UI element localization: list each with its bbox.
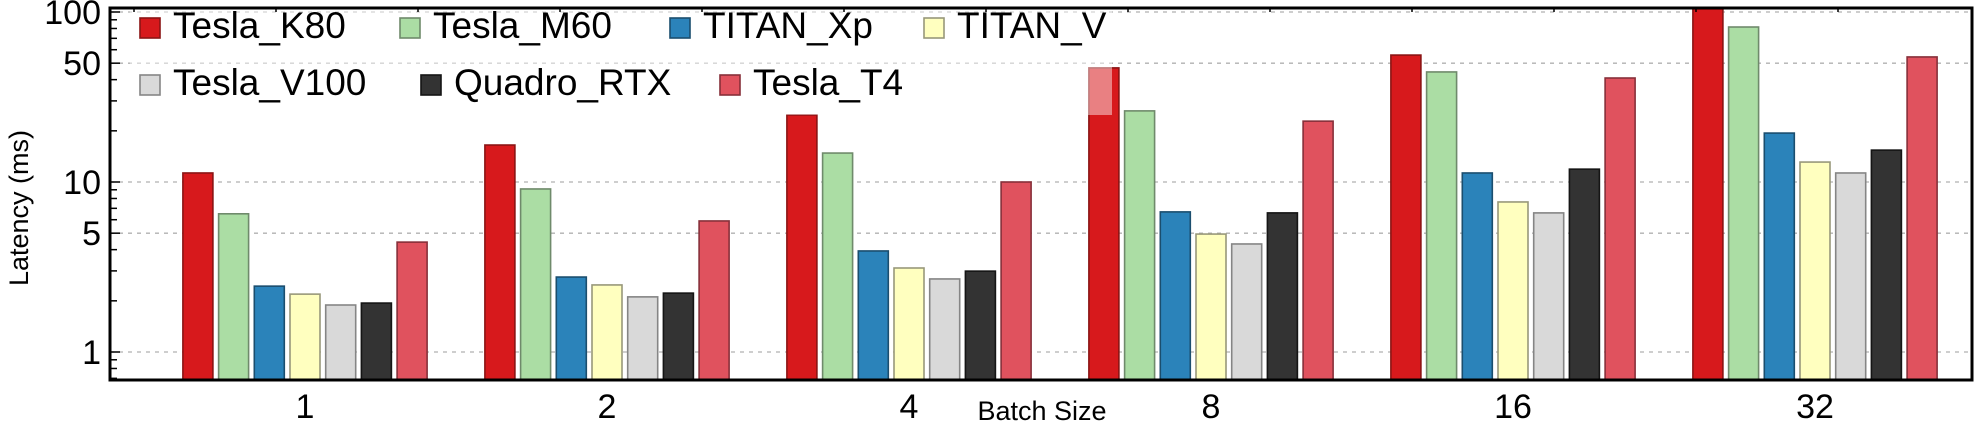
y-axis-label: Latency (ms) — [4, 130, 34, 286]
bar-tesla_t4-batch-32 — [1906, 56, 1938, 381]
bar-titan_xp-batch-32 — [1763, 132, 1796, 381]
bar-tesla_k80-batch-4 — [786, 114, 818, 381]
legend: Tesla_K80 Tesla_M60 TITAN_Xp TITAN_V Tesla_V… — [139, 5, 1107, 103]
bar-quadro_rtx-batch-32 — [1870, 149, 1903, 381]
bar-tesla_m60-batch-32 — [1727, 26, 1760, 381]
bar-tesla_m60-batch-4 — [821, 152, 854, 381]
bar-tesla_k80-batch-16 — [1390, 54, 1422, 381]
y-tick-label: 1 — [82, 334, 101, 372]
bar-quadro_rtx-batch-2 — [662, 292, 695, 381]
bar-titan_v-batch-4 — [893, 267, 925, 381]
x-axis-label: Batch Size — [977, 396, 1106, 426]
legend-item-titan_v: TITAN_V — [923, 5, 1107, 46]
bar-quadro_rtx-batch-8 — [1266, 212, 1299, 381]
bar-tesla_m60-batch-8 — [1123, 110, 1156, 381]
bar-tesla_m60-batch-1 — [217, 213, 250, 381]
y-tick-label: 100 — [44, 0, 101, 32]
bar-tesla_v100-batch-2 — [626, 296, 659, 381]
bar-tesla_t4-batch-4 — [1000, 181, 1032, 381]
axes — [108, 6, 1974, 382]
bar-tesla_t4-batch-16 — [1604, 77, 1636, 381]
legend-swatch — [420, 74, 442, 96]
x-tick-label: 1 — [296, 388, 315, 426]
x-tick-label: 8 — [1202, 388, 1221, 426]
bar-titan_xp-batch-8 — [1159, 211, 1192, 381]
legend-label: TITAN_Xp — [703, 5, 873, 46]
bar-tesla_k80-batch-1 — [182, 172, 214, 381]
bar-titan_v-batch-2 — [591, 284, 623, 381]
bars — [182, 7, 1938, 381]
bar-titan_xp-batch-4 — [857, 250, 890, 381]
y-tick-label: 50 — [63, 45, 101, 83]
bar-tesla_v100-batch-4 — [928, 278, 961, 381]
legend-item-tesla_m60: Tesla_M60 — [399, 5, 612, 46]
legend-swatch — [139, 74, 161, 96]
x-axis-ticks: 1 2 4 8 16 32 — [296, 388, 1834, 426]
legend-item-quadro_rtx: Quadro_RTX — [420, 62, 671, 103]
legend-label: TITAN_V — [957, 5, 1107, 46]
bar-quadro_rtx-batch-1 — [360, 302, 393, 381]
bar-quadro_rtx-batch-16 — [1568, 168, 1601, 381]
bar-tesla_v100-batch-8 — [1230, 243, 1263, 381]
bar-tesla_v100-batch-16 — [1532, 212, 1565, 381]
bar-tesla_t4-batch-1 — [396, 241, 428, 381]
x-tick-label: 16 — [1494, 388, 1532, 426]
bar-tesla_m60-batch-2 — [519, 188, 552, 381]
bar-titan_xp-batch-16 — [1461, 172, 1494, 381]
legend-item-titan_xp: TITAN_Xp — [669, 5, 873, 46]
x-tick-label: 32 — [1796, 388, 1834, 426]
legend-box — [130, 10, 1112, 115]
y-tick-label: 10 — [63, 164, 101, 202]
bar-tesla_t4-batch-8 — [1302, 120, 1334, 381]
legend-swatch — [923, 17, 945, 39]
y-axis-ticks: 1 5 10 50 100 — [44, 0, 120, 380]
legend-label: Tesla_M60 — [433, 5, 612, 46]
bar-quadro_rtx-batch-4 — [964, 270, 997, 381]
legend-swatch — [669, 17, 691, 39]
bar-titan_v-batch-32 — [1799, 161, 1831, 381]
bar-tesla_k80-batch-2 — [484, 144, 516, 381]
legend-swatch — [719, 74, 741, 96]
bar-tesla_v100-batch-32 — [1834, 172, 1867, 381]
bar-tesla_v100-batch-1 — [324, 304, 357, 381]
bar-titan_xp-batch-1 — [253, 285, 286, 381]
legend-label: Quadro_RTX — [454, 62, 671, 103]
bar-tesla_k80-batch-8 — [1088, 67, 1120, 381]
bar-titan_v-batch-16 — [1497, 201, 1529, 381]
legend-swatch — [139, 17, 161, 39]
x-tick-label: 2 — [598, 388, 617, 426]
bar-titan_v-batch-8 — [1195, 233, 1227, 381]
legend-item-tesla_k80: Tesla_K80 — [139, 5, 346, 46]
bar-titan_xp-batch-2 — [555, 276, 588, 381]
bar-tesla_t4-batch-2 — [698, 220, 730, 381]
bar-titan_v-batch-1 — [289, 293, 321, 381]
legend-label: Tesla_K80 — [173, 5, 346, 46]
legend-label: Tesla_V100 — [173, 62, 366, 103]
y-tick-label: 5 — [82, 215, 101, 253]
x-tick-label: 4 — [900, 388, 919, 426]
legend-swatch — [399, 17, 421, 39]
bar-tesla_m60-batch-16 — [1425, 71, 1458, 381]
legend-item-tesla_v100: Tesla_V100 — [139, 62, 366, 103]
bar-tesla_k80-batch-32 — [1692, 7, 1724, 381]
legend-background — [130, 10, 1112, 115]
legend-label: Tesla_T4 — [753, 62, 903, 103]
plot-frame — [108, 6, 1974, 382]
gridlines — [110, 11, 1972, 353]
legend-item-tesla_t4: Tesla_T4 — [719, 62, 903, 103]
